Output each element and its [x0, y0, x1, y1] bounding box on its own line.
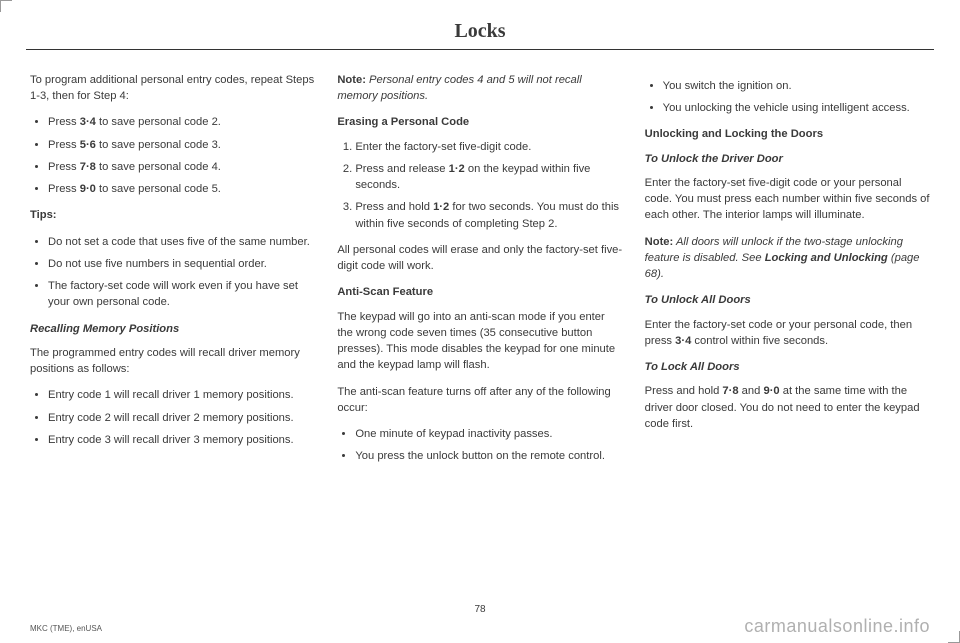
- list-item: You unlocking the vehicle using intellig…: [663, 100, 930, 116]
- page-number: 78: [474, 604, 485, 615]
- column-2: Note: Personal entry codes 4 and 5 will …: [337, 72, 622, 474]
- erase-heading: Erasing a Personal Code: [337, 114, 622, 130]
- list-item: Press 3·4 to save personal code 2.: [48, 114, 315, 130]
- list-item: Press and release 1·2 on the keypad with…: [355, 161, 622, 193]
- erase-outro: All personal codes will erase and only t…: [337, 242, 622, 274]
- antiscan-heading: Anti-Scan Feature: [337, 284, 622, 300]
- unlock-all-text: Enter the factory-set code or your perso…: [645, 317, 930, 349]
- recall-list: Entry code 1 will recall driver 1 memory…: [30, 387, 315, 448]
- list-item: Enter the factory-set five-digit code.: [355, 139, 622, 155]
- tips-label: Tips:: [30, 207, 315, 223]
- column-3: You switch the ignition on. You unlockin…: [645, 72, 930, 474]
- list-item: Press 9·0 to save personal code 5.: [48, 181, 315, 197]
- list-item: Press and hold 1·2 for two seconds. You …: [355, 199, 622, 231]
- list-item: Press 7·8 to save personal code 4.: [48, 159, 315, 175]
- antiscan-p2: The anti-scan feature turns off after an…: [337, 384, 622, 416]
- list-item: One minute of keypad inactivity passes.: [355, 426, 622, 442]
- recall-intro: The programmed entry codes will recall d…: [30, 345, 315, 377]
- footer-model-code: MKC (TME), enUSA: [30, 624, 102, 633]
- unlock-lock-heading: Unlocking and Locking the Doors: [645, 126, 930, 142]
- intro-paragraph: To program additional personal entry cod…: [30, 72, 315, 104]
- antiscan-list: One minute of keypad inactivity passes. …: [337, 426, 622, 464]
- list-item: You press the unlock button on the remot…: [355, 448, 622, 464]
- recall-heading: Recalling Memory Positions: [30, 321, 315, 337]
- list-item: Entry code 3 will recall driver 3 memory…: [48, 432, 315, 448]
- lock-all-text: Press and hold 7·8 and 9·0 at the same t…: [645, 383, 930, 432]
- column-1: To program additional personal entry cod…: [30, 72, 315, 474]
- page-title: Locks: [0, 0, 960, 49]
- antiscan-p1: The keypad will go into an anti-scan mod…: [337, 309, 622, 374]
- list-item: Press 5·6 to save personal code 3.: [48, 137, 315, 153]
- unlock-driver-text: Enter the factory-set five-digit code or…: [645, 175, 930, 224]
- lock-all-heading: To Lock All Doors: [645, 359, 930, 375]
- list-item: Do not set a code that uses five of the …: [48, 234, 315, 250]
- crop-mark-bottom-right: [948, 631, 960, 643]
- erase-steps: Enter the factory-set five-digit code. P…: [337, 139, 622, 232]
- list-item: You switch the ignition on.: [663, 78, 930, 94]
- tips-list: Do not set a code that uses five of the …: [30, 234, 315, 311]
- footer-watermark: carmanualsonline.info: [744, 616, 930, 637]
- note2-paragraph: Note: All doors will unlock if the two-s…: [645, 234, 930, 283]
- unlock-driver-heading: To Unlock the Driver Door: [645, 151, 930, 167]
- list-item: The factory-set code will work even if y…: [48, 278, 315, 310]
- list-item: Entry code 2 will recall driver 2 memory…: [48, 410, 315, 426]
- list-item: Do not use five numbers in sequential or…: [48, 256, 315, 272]
- press-list: Press 3·4 to save personal code 2. Press…: [30, 114, 315, 197]
- note-paragraph: Note: Personal entry codes 4 and 5 will …: [337, 72, 622, 104]
- crop-mark-top-left: [0, 0, 12, 12]
- list-item: Entry code 1 will recall driver 1 memory…: [48, 387, 315, 403]
- unlock-all-heading: To Unlock All Doors: [645, 292, 930, 308]
- content-columns: To program additional personal entry cod…: [0, 50, 960, 474]
- antiscan-list-cont: You switch the ignition on. You unlockin…: [645, 78, 930, 116]
